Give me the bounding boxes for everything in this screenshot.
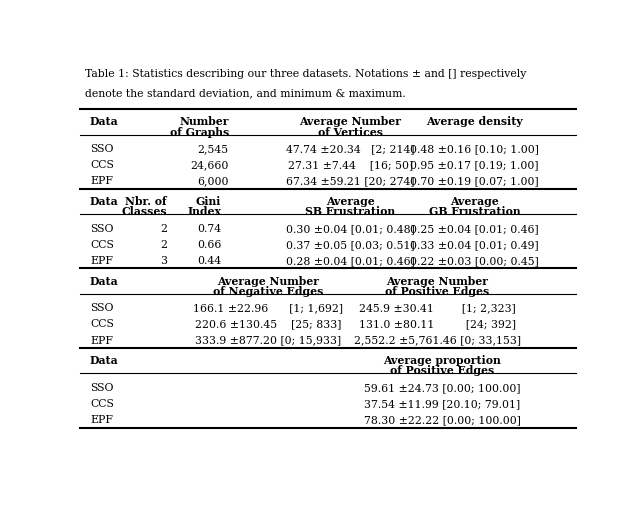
Text: of Graphs: of Graphs (170, 126, 229, 138)
Text: Table 1: Statistics describing our three datasets. Notations ± and [] respective: Table 1: Statistics describing our three… (85, 69, 526, 79)
Text: denote the standard deviation, and minimum & maximum.: denote the standard deviation, and minim… (85, 88, 406, 98)
Text: 0.25 ±0.04 [0.01; 0.46]: 0.25 ±0.04 [0.01; 0.46] (410, 224, 539, 234)
Text: Average: Average (450, 196, 499, 207)
Text: SSO: SSO (90, 144, 113, 154)
Text: 0.28 ±0.04 [0.01; 0.46]: 0.28 ±0.04 [0.01; 0.46] (286, 256, 415, 266)
Text: GB Frustration: GB Frustration (429, 206, 520, 217)
Text: Average density: Average density (426, 116, 523, 127)
Text: Average Number: Average Number (300, 116, 401, 127)
Text: Data: Data (90, 276, 118, 287)
Text: 3: 3 (160, 256, 167, 266)
Text: EPF: EPF (90, 415, 113, 425)
Text: 0.48 ±0.16 [0.10; 1.00]: 0.48 ±0.16 [0.10; 1.00] (410, 144, 539, 154)
Text: Gini: Gini (196, 196, 221, 207)
Text: 2: 2 (160, 224, 167, 234)
Text: SB Frustration: SB Frustration (305, 206, 396, 217)
Text: 333.9 ±877.20 [0; 15,933]: 333.9 ±877.20 [0; 15,933] (195, 336, 342, 346)
Text: 47.74 ±20.34   [2; 214]: 47.74 ±20.34 [2; 214] (286, 144, 415, 154)
Text: of Positive Edges: of Positive Edges (390, 365, 494, 376)
Text: Number: Number (179, 116, 229, 127)
Text: 0.74: 0.74 (197, 224, 221, 234)
Text: Data: Data (90, 355, 118, 366)
Text: 131.0 ±80.11         [24; 392]: 131.0 ±80.11 [24; 392] (358, 319, 516, 329)
Text: CCS: CCS (90, 240, 114, 250)
Text: 59.61 ±24.73 [0.00; 100.00]: 59.61 ±24.73 [0.00; 100.00] (364, 383, 520, 393)
Text: Index: Index (188, 206, 221, 217)
Text: 2,552.2 ±5,761.46 [0; 33,153]: 2,552.2 ±5,761.46 [0; 33,153] (354, 336, 520, 346)
Text: 0.30 ±0.04 [0.01; 0.48]: 0.30 ±0.04 [0.01; 0.48] (286, 224, 415, 234)
Text: 67.34 ±59.21 [20; 274]: 67.34 ±59.21 [20; 274] (286, 176, 415, 186)
Text: 24,660: 24,660 (191, 160, 229, 170)
Text: Average proportion: Average proportion (383, 355, 501, 366)
Text: 0.33 ±0.04 [0.01; 0.49]: 0.33 ±0.04 [0.01; 0.49] (410, 240, 539, 250)
Text: CCS: CCS (90, 319, 114, 329)
Text: 166.1 ±22.96      [1; 1,692]: 166.1 ±22.96 [1; 1,692] (193, 303, 344, 313)
Text: Classes: Classes (121, 206, 167, 217)
Text: 0.44: 0.44 (197, 256, 221, 266)
Text: 27.31 ±7.44    [16; 50]: 27.31 ±7.44 [16; 50] (288, 160, 413, 170)
Text: Average Number: Average Number (218, 276, 319, 287)
Text: EPF: EPF (90, 256, 113, 266)
Text: Average Number: Average Number (386, 276, 488, 287)
Text: 2,545: 2,545 (198, 144, 229, 154)
Text: 0.37 ±0.05 [0.03; 0.51]: 0.37 ±0.05 [0.03; 0.51] (286, 240, 415, 250)
Text: CCS: CCS (90, 160, 114, 170)
Text: 37.54 ±11.99 [20.10; 79.01]: 37.54 ±11.99 [20.10; 79.01] (364, 399, 520, 409)
Text: 0.95 ±0.17 [0.19; 1.00]: 0.95 ±0.17 [0.19; 1.00] (410, 160, 539, 170)
Text: EPF: EPF (90, 176, 113, 186)
Text: 0.66: 0.66 (197, 240, 221, 250)
Text: 245.9 ±30.41        [1; 2,323]: 245.9 ±30.41 [1; 2,323] (359, 303, 515, 313)
Text: CCS: CCS (90, 399, 114, 409)
Text: Data: Data (90, 196, 118, 207)
Text: Average: Average (326, 196, 374, 207)
Text: of Vertices: of Vertices (318, 126, 383, 138)
Text: 220.6 ±130.45    [25; 833]: 220.6 ±130.45 [25; 833] (195, 319, 342, 329)
Text: SSO: SSO (90, 224, 113, 234)
Text: SSO: SSO (90, 303, 113, 313)
Text: Nbr. of: Nbr. of (125, 196, 167, 207)
Text: 2: 2 (160, 240, 167, 250)
Text: 6,000: 6,000 (197, 176, 229, 186)
Text: 0.22 ±0.03 [0.00; 0.45]: 0.22 ±0.03 [0.00; 0.45] (410, 256, 539, 266)
Text: of Negative Edges: of Negative Edges (213, 286, 324, 296)
Text: of Positive Edges: of Positive Edges (385, 286, 489, 296)
Text: 0.70 ±0.19 [0.07; 1.00]: 0.70 ±0.19 [0.07; 1.00] (410, 176, 539, 186)
Text: 78.30 ±22.22 [0.00; 100.00]: 78.30 ±22.22 [0.00; 100.00] (364, 415, 520, 425)
Text: Data: Data (90, 116, 118, 127)
Text: SSO: SSO (90, 383, 113, 393)
Text: EPF: EPF (90, 336, 113, 346)
